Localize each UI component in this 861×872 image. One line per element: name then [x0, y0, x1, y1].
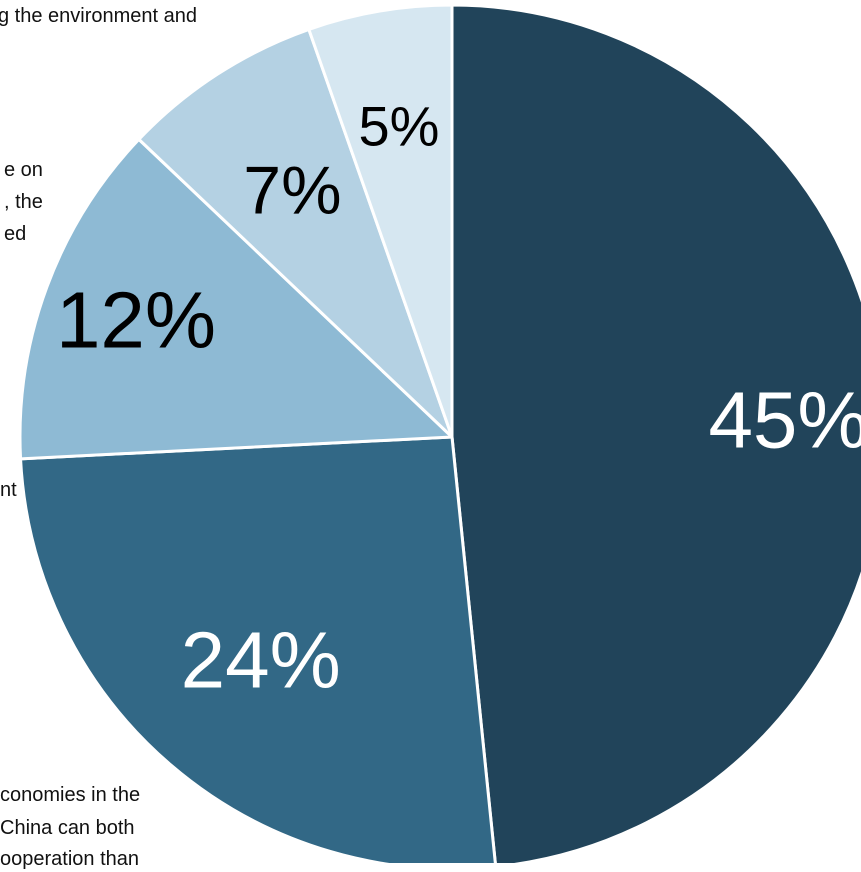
pie-slice-7: [137, 27, 454, 439]
pie-slice-5: [307, 3, 454, 439]
pie-slice-24: [19, 435, 497, 863]
annotation-mid: nt: [0, 479, 17, 501]
slice-label-7: 7%: [243, 152, 341, 228]
annotation-bottom-2: China can both: [0, 817, 135, 839]
annotation-left-1: e on: [4, 159, 43, 181]
annotation-left-3: ed: [4, 223, 27, 245]
annotation-bottom-3: ooperation than: [0, 848, 140, 870]
annotation-bottom-1: conomies in the: [0, 784, 141, 806]
pie-slice-12: [18, 137, 454, 461]
slice-label-5: 5%: [359, 95, 440, 158]
annotation-left-2: , the: [4, 191, 43, 213]
slice-label-45: 45%: [708, 375, 861, 464]
pie-slice-45: [450, 3, 861, 863]
annotation-top: g the environment and: [0, 5, 198, 27]
slice-label-12: 12%: [56, 276, 216, 365]
slice-label-24: 24%: [181, 615, 341, 704]
